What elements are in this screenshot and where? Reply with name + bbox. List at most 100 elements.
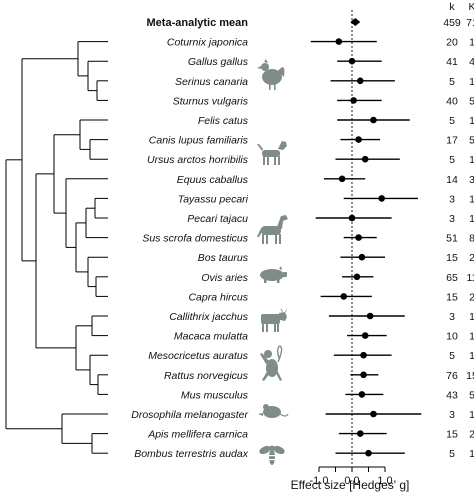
animal-icons (257, 59, 289, 465)
species-label: Felis catus (198, 115, 249, 127)
species-label: Coturnix japonica (167, 37, 248, 49)
species-label: Sturnus vulgaris (173, 95, 249, 107)
cow-icon (261, 308, 287, 332)
species-label: Bombus terrestris audax (134, 448, 249, 460)
point-estimate (370, 410, 377, 418)
point-estimate (358, 391, 366, 398)
count-k: 43 (446, 389, 458, 401)
dog-icon (257, 141, 287, 165)
count-k: 3 (449, 213, 455, 225)
count-k: 5 (449, 350, 455, 362)
species-label: Rattus norvegicus (164, 370, 249, 382)
count-k: 40 (446, 95, 458, 107)
species-label: Callithrix jacchus (169, 311, 249, 323)
monkey-icon (260, 345, 283, 381)
species-labels: Meta-analytic mean Coturnix japonica Gallu… (131, 17, 248, 460)
point-estimate (358, 253, 366, 261)
x-tick-label: -1.0 (310, 475, 329, 487)
count-k: 5 (449, 154, 455, 166)
horse-icon (257, 215, 288, 244)
point-estimate (361, 332, 369, 339)
point-estimate (353, 273, 361, 281)
count-k: 5 (449, 115, 455, 127)
count-K: 1 (469, 193, 474, 205)
count-k: 15 (446, 429, 458, 441)
count-k: 5 (449, 76, 455, 88)
species-label: Ursus arctos horribilis (147, 154, 249, 166)
count-k: 51 (446, 233, 458, 245)
count-K: 4 (469, 56, 474, 68)
point-estimate (356, 430, 364, 437)
count-K: 2 (469, 252, 474, 264)
count-K: 5 (469, 389, 474, 401)
point-estimate (360, 371, 367, 379)
point-estimate (365, 449, 372, 457)
count-k: 459 (443, 17, 461, 29)
count-K: 2 (469, 429, 474, 441)
species-label: Capra hircus (188, 291, 248, 303)
count-K: 1 (469, 115, 474, 127)
point-estimate (378, 195, 386, 202)
count-k: 76 (446, 370, 458, 382)
point-estimate (338, 175, 346, 183)
point-estimate (335, 38, 343, 45)
count-K: 1 (469, 311, 474, 323)
point-estimate (340, 293, 348, 300)
column-header-k: k (449, 1, 455, 13)
column-header-K: K (468, 1, 474, 13)
count-K: 1 (469, 154, 474, 166)
species-label: Equus caballus (177, 174, 249, 186)
species-label: Macaca mulatta (174, 331, 248, 343)
species-label: Apis mellifera carnica (147, 429, 248, 441)
count-K: 1 (469, 350, 474, 362)
count-k: 3 (449, 311, 455, 323)
count-columns: kK45971201414514055117551143313151815265… (443, 1, 474, 460)
point-estimate (370, 116, 377, 124)
species-label: Bos taurus (198, 252, 249, 264)
x-axis-title: Effect size [Hedges' g] (291, 478, 410, 492)
bee-icon (259, 445, 285, 465)
count-K: 11 (467, 272, 474, 284)
count-K: 1 (469, 213, 474, 225)
point-estimate (355, 136, 362, 143)
species-label: Mesocricetus auratus (148, 350, 249, 362)
species-label: Pecari tajacu (187, 213, 248, 225)
count-K: 1 (469, 76, 474, 88)
count-K: 5 (469, 95, 474, 107)
count-K: 8 (469, 233, 474, 245)
count-K: 1 (469, 331, 474, 343)
summary-diamond (350, 18, 361, 26)
count-k: 15 (446, 252, 458, 264)
summary-label: Meta-analytic mean (147, 17, 249, 29)
count-k: 41 (446, 56, 458, 68)
pig-icon (260, 266, 287, 283)
bird-icon (257, 59, 285, 90)
count-k: 65 (446, 272, 458, 284)
point-estimate (360, 351, 367, 359)
count-K: 3 (469, 174, 474, 186)
count-k: 14 (446, 174, 458, 186)
count-K: 5 (469, 135, 474, 147)
species-label: Tayassu pecari (178, 193, 249, 205)
point-estimate (361, 155, 369, 163)
count-k: 17 (446, 135, 458, 147)
count-k: 15 (446, 291, 458, 303)
species-label: Canis lupus familiaris (149, 135, 249, 147)
species-label: Gallus gallus (188, 56, 249, 68)
species-label: Serinus canaria (175, 76, 248, 88)
phylogenetic-tree (5, 41, 108, 454)
point-estimate (356, 77, 364, 85)
count-K: 1 (469, 409, 474, 421)
count-k: 20 (446, 37, 458, 49)
x-tick-label: 1.0 (377, 475, 392, 487)
count-K: 71 (466, 17, 474, 29)
count-K: 1 (469, 448, 474, 460)
count-K: 2 (469, 291, 474, 303)
point-estimate (366, 312, 374, 320)
point-estimate (348, 57, 356, 65)
species-label: Mus musculus (181, 389, 249, 401)
species-label: Drosophila melanogaster (131, 409, 248, 421)
point-estimate (348, 214, 356, 222)
